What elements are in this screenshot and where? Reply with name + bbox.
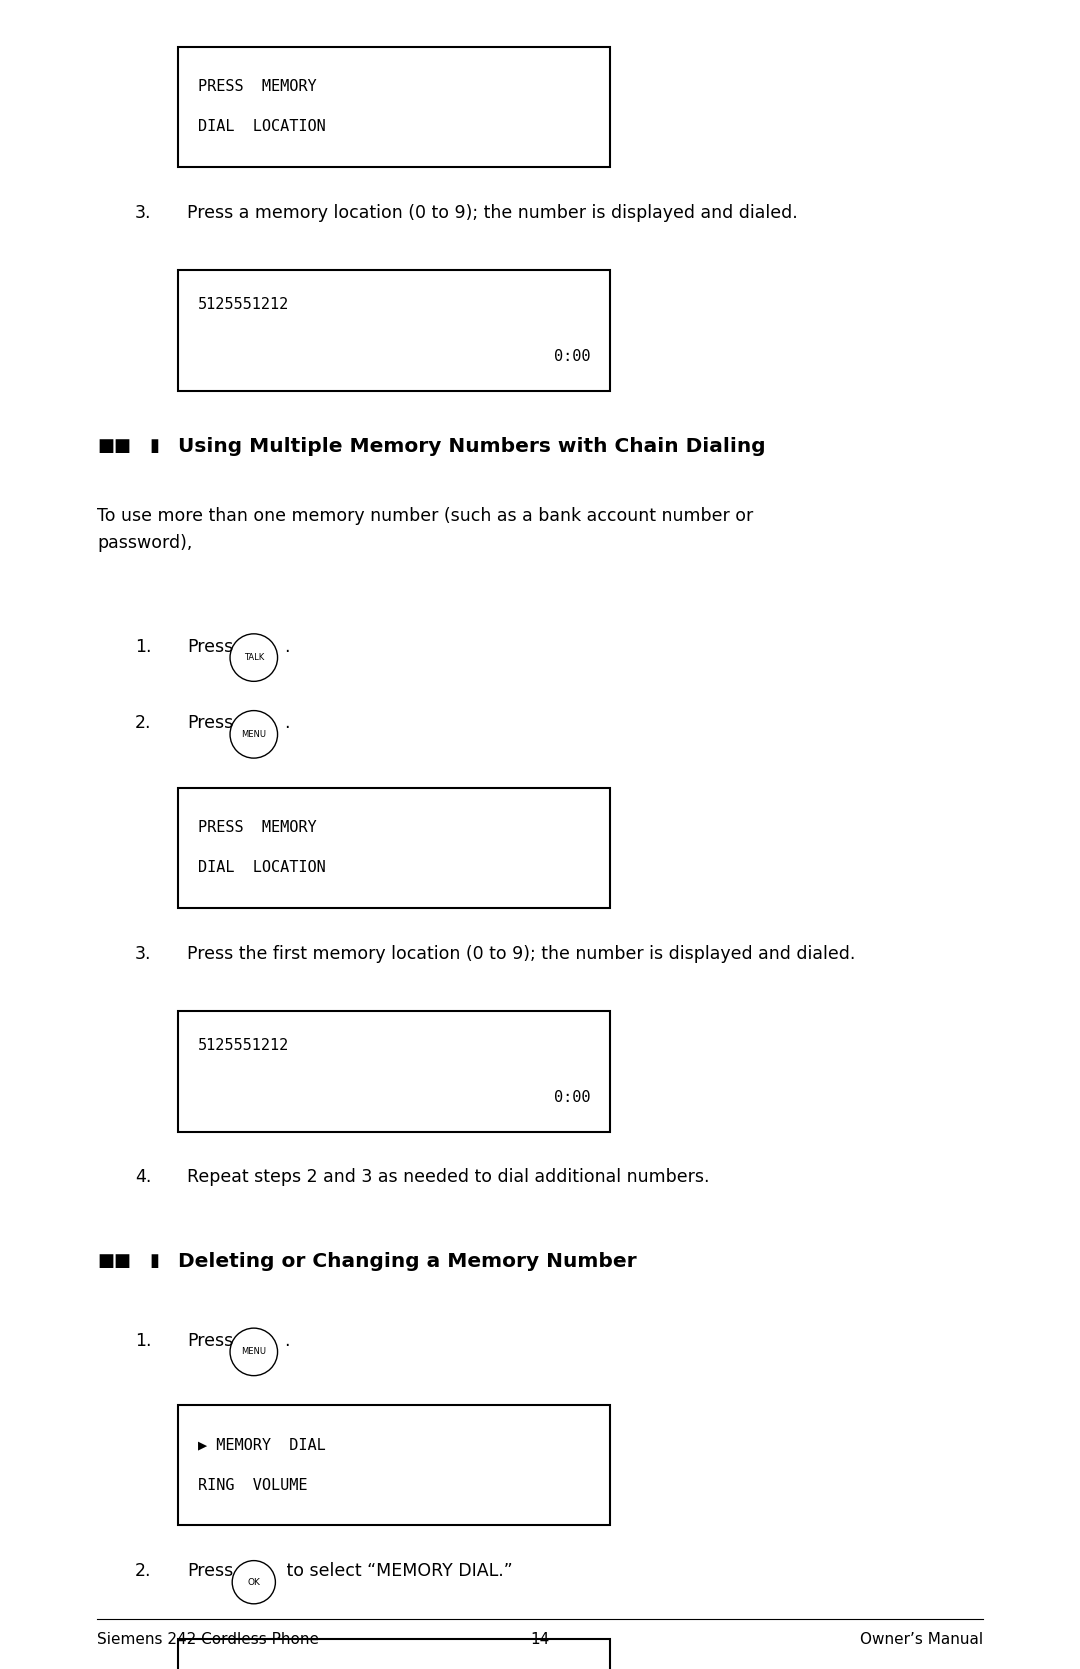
Text: ▶ MEMORY  DIAL: ▶ MEMORY DIAL [198, 1439, 325, 1452]
Text: .: . [284, 1332, 289, 1350]
Text: OK: OK [247, 1577, 260, 1587]
FancyBboxPatch shape [178, 1639, 610, 1669]
Text: Siemens 242 Cordless Phone: Siemens 242 Cordless Phone [97, 1632, 320, 1647]
Text: To use more than one memory number (such as a bank account number or
password),: To use more than one memory number (such… [97, 507, 754, 552]
Text: 1.: 1. [135, 1332, 151, 1350]
Text: PRESS  MEMORY: PRESS MEMORY [198, 80, 316, 93]
Text: 3.: 3. [135, 945, 151, 963]
Text: Owner’s Manual: Owner’s Manual [860, 1632, 983, 1647]
Text: .: . [284, 714, 289, 733]
Text: ▮: ▮ [149, 1252, 159, 1270]
Text: Press the first memory location (0 to 9); the number is displayed and dialed.: Press the first memory location (0 to 9)… [187, 945, 855, 963]
Text: MENU: MENU [241, 729, 267, 739]
Text: 5125551212: 5125551212 [198, 297, 288, 312]
Text: to select “MEMORY DIAL.”: to select “MEMORY DIAL.” [281, 1562, 513, 1581]
FancyBboxPatch shape [178, 270, 610, 391]
Text: .: . [284, 638, 289, 656]
Text: 3.: 3. [135, 204, 151, 222]
Text: ▮: ▮ [149, 437, 159, 456]
Text: TALK: TALK [244, 653, 264, 663]
Text: ■■: ■■ [97, 437, 131, 456]
Text: ■■: ■■ [97, 1252, 131, 1270]
FancyBboxPatch shape [178, 47, 610, 167]
Text: 2.: 2. [135, 714, 151, 733]
Text: DIAL  LOCATION: DIAL LOCATION [198, 120, 325, 134]
Text: MENU: MENU [241, 1347, 267, 1357]
Text: 0:00: 0:00 [554, 1090, 591, 1105]
Text: Press: Press [187, 1332, 233, 1350]
FancyBboxPatch shape [178, 1011, 610, 1132]
Text: 1.: 1. [135, 638, 151, 656]
Text: RING  VOLUME: RING VOLUME [198, 1479, 307, 1492]
Text: Press: Press [187, 1562, 233, 1581]
FancyBboxPatch shape [178, 1405, 610, 1525]
Text: 14: 14 [530, 1632, 550, 1647]
Text: Press a memory location (0 to 9); the number is displayed and dialed.: Press a memory location (0 to 9); the nu… [187, 204, 798, 222]
Text: DIAL  LOCATION: DIAL LOCATION [198, 861, 325, 875]
Text: 2.: 2. [135, 1562, 151, 1581]
Text: Press: Press [187, 714, 233, 733]
Text: Using Multiple Memory Numbers with Chain Dialing: Using Multiple Memory Numbers with Chain… [171, 437, 766, 456]
FancyBboxPatch shape [178, 788, 610, 908]
Text: PRESS  MEMORY: PRESS MEMORY [198, 821, 316, 834]
Text: Repeat steps 2 and 3 as needed to dial additional numbers.: Repeat steps 2 and 3 as needed to dial a… [187, 1168, 710, 1187]
Text: Deleting or Changing a Memory Number: Deleting or Changing a Memory Number [171, 1252, 636, 1270]
Text: 5125551212: 5125551212 [198, 1038, 288, 1053]
Text: 4.: 4. [135, 1168, 151, 1187]
Text: Press: Press [187, 638, 233, 656]
Text: 0:00: 0:00 [554, 349, 591, 364]
